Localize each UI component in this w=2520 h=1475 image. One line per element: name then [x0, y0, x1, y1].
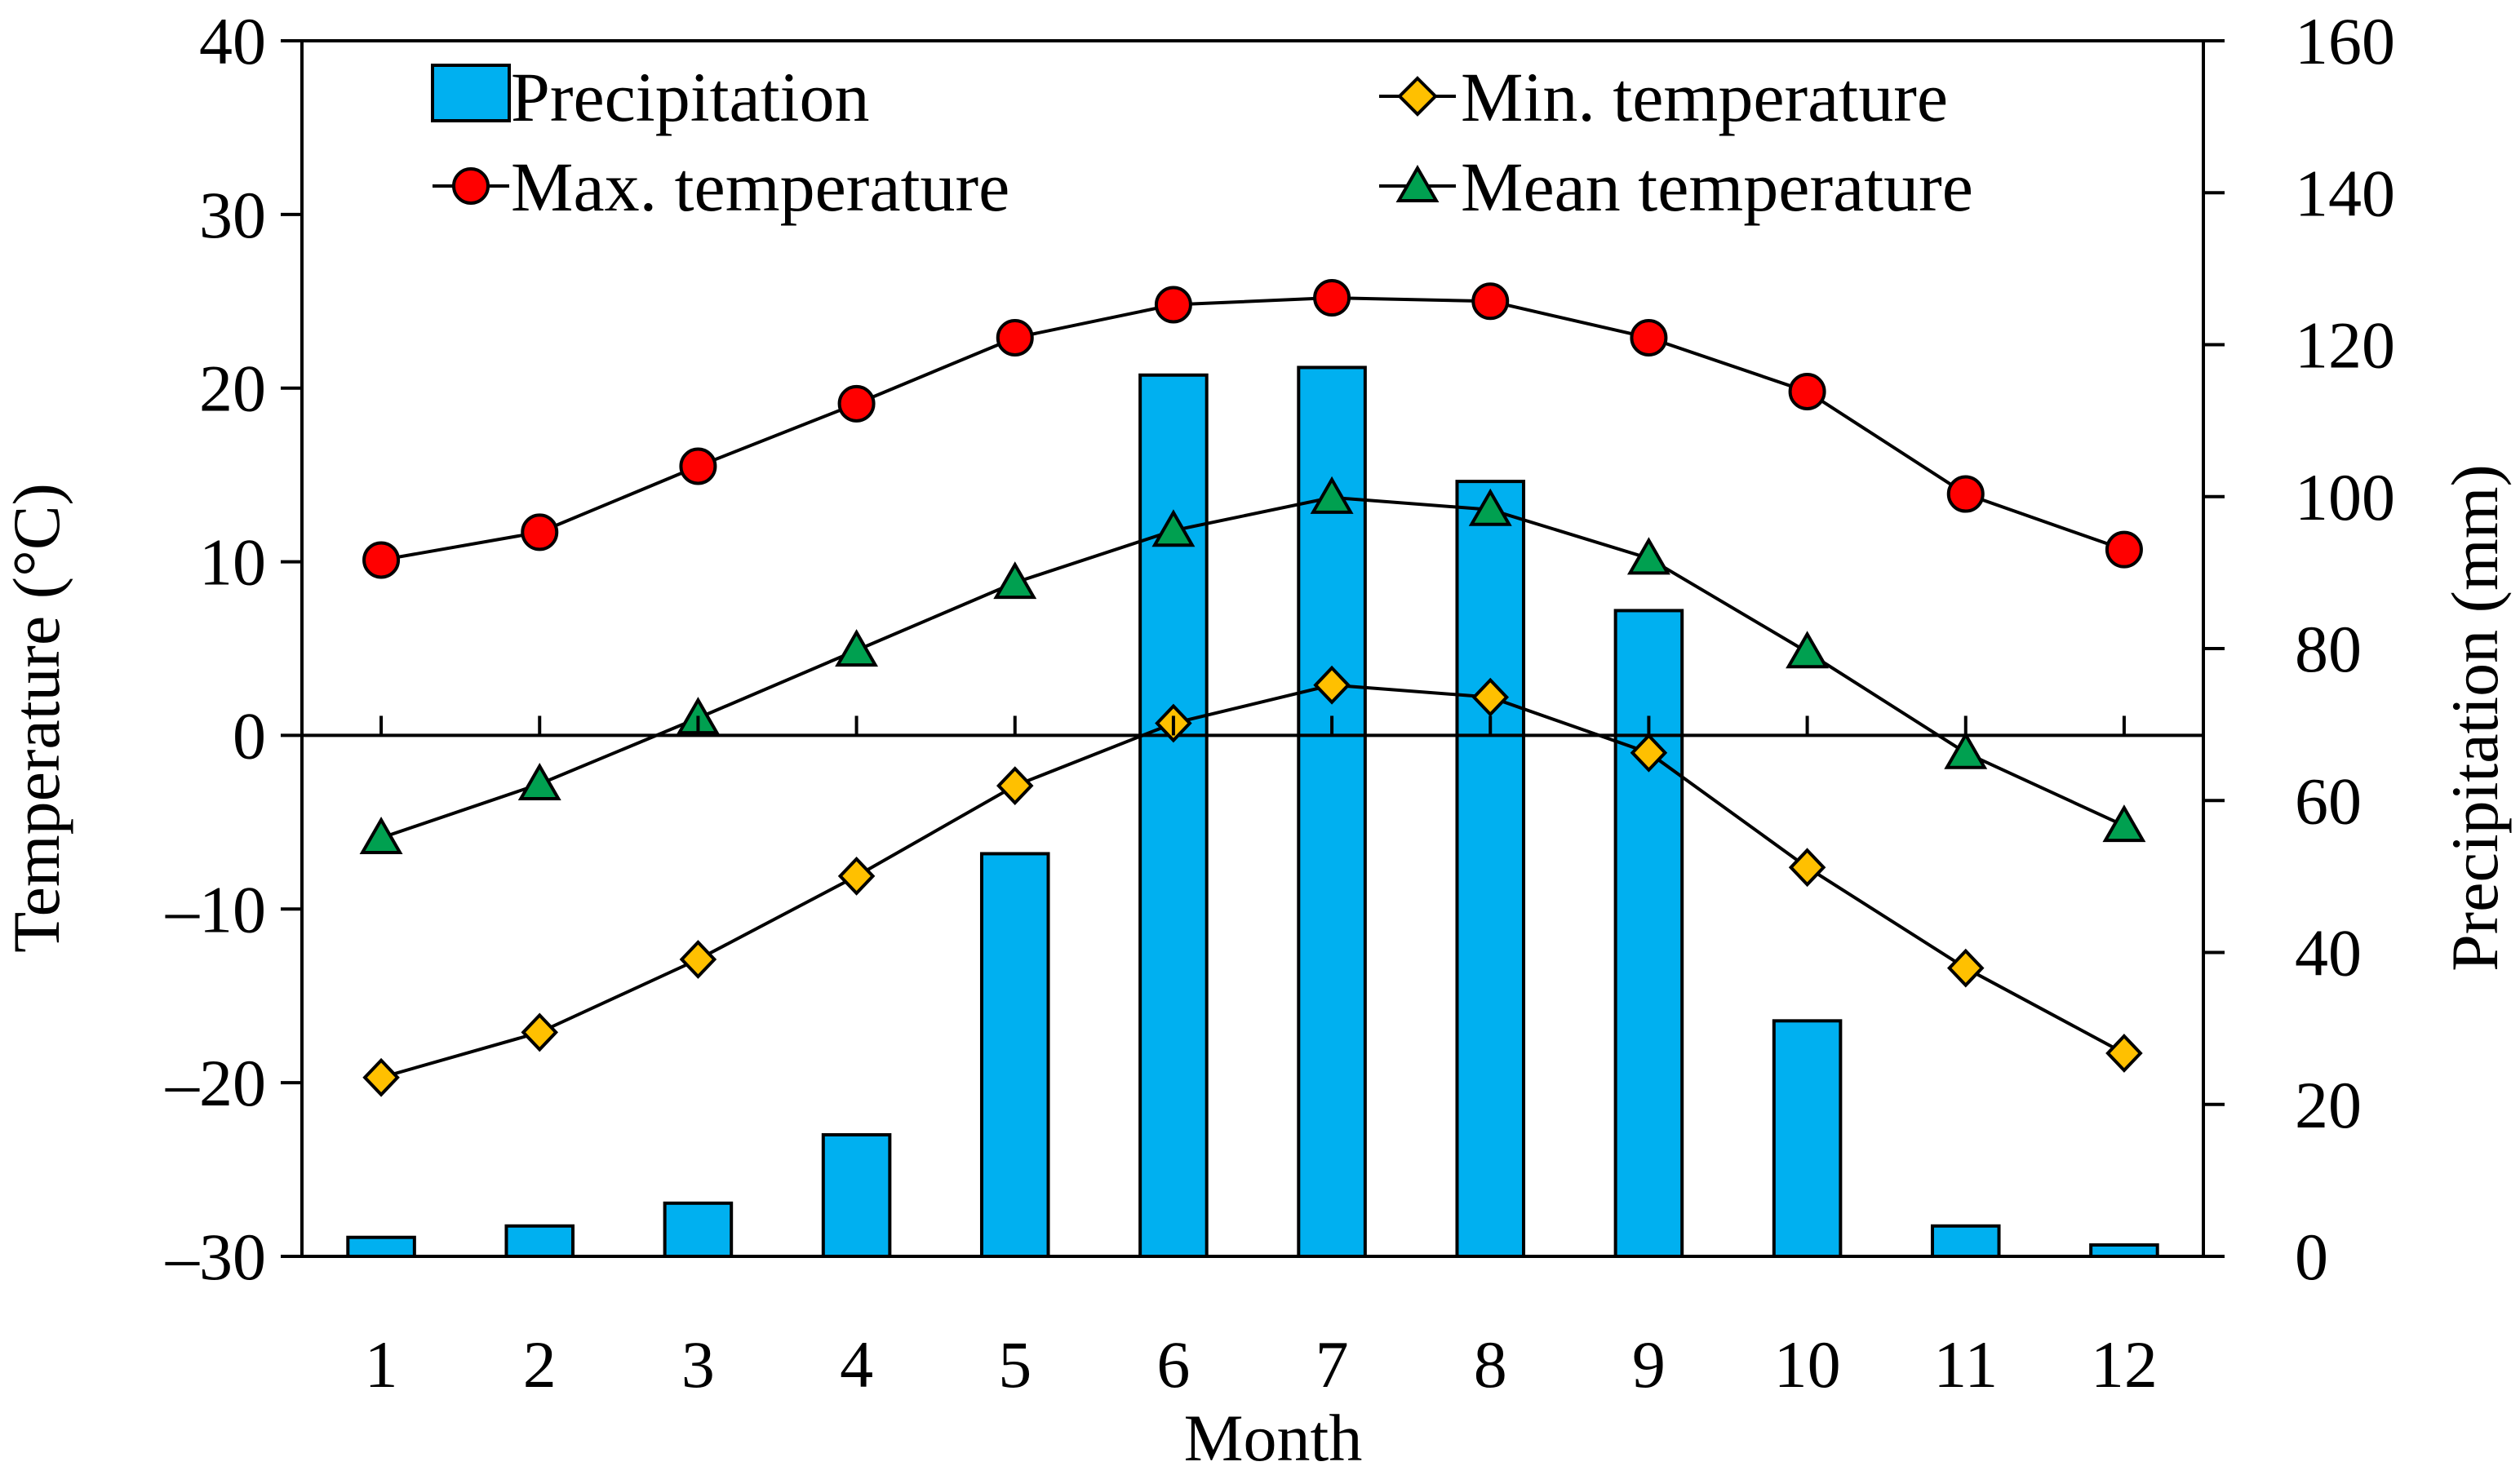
y-left-axis-title: Temperature (°C): [0, 483, 73, 953]
mean-temperature-point-2: [517, 763, 561, 801]
max-temperature-line: [380, 296, 2125, 562]
precipitation-bar-9: [1613, 609, 1684, 1258]
precipitation-bar-2: [504, 1224, 575, 1258]
mean-temperature-point-10: [1786, 631, 1830, 669]
y-right-tick-label: 20: [2295, 1068, 2362, 1142]
max-temperature-point-3: [679, 447, 717, 485]
min-temperature-point-3: [679, 940, 717, 979]
max-temperature-point-6: [1154, 286, 1192, 324]
x-tick-label-10: 10: [1774, 1327, 1841, 1402]
legend-max-label: Max. temperature: [511, 148, 1009, 226]
legend-min-marker: [1397, 76, 1438, 117]
mean-temperature-point-4: [835, 629, 879, 667]
x-tick-label-6: 6: [1156, 1327, 1190, 1402]
y-left-tick-label: 20: [199, 352, 266, 426]
mean-temperature-point-7: [1310, 476, 1354, 514]
y-left-tick-label: 0: [233, 698, 266, 773]
mean-temperature-point-12: [2102, 804, 2146, 843]
x-tick-label-1: 1: [365, 1327, 398, 1402]
x-tick-label-7: 7: [1315, 1327, 1349, 1402]
min-temperature-point-9: [1630, 733, 1668, 773]
min-temperature-point-11: [1946, 948, 1985, 988]
min-temperature-point-8: [1471, 677, 1510, 717]
precipitation-bar-5: [979, 852, 1050, 1258]
y-left-tick-label: –20: [165, 1046, 266, 1120]
precipitation-bar-7: [1297, 365, 1367, 1258]
axis-ticks: [281, 39, 2225, 1258]
max-temperature-point-12: [2105, 530, 2143, 569]
min-temperature-point-10: [1788, 848, 1826, 888]
y-right-tick-label: 140: [2295, 156, 2395, 230]
legend-mean-label: Mean temperature: [1461, 148, 1973, 226]
mean-temperature-point-6: [1151, 509, 1196, 547]
max-temperature-point-2: [521, 513, 559, 551]
precipitation-bar-4: [821, 1133, 892, 1258]
y-left-tick-label: 30: [199, 178, 266, 252]
min-temperature-point-1: [362, 1057, 400, 1097]
x-tick-label-5: 5: [998, 1327, 1032, 1402]
y-right-tick-label: 40: [2295, 916, 2362, 990]
axis-tick-labels: 403020100–10–20–301601401201008060402001…: [165, 4, 2395, 1402]
y-left-tick-label: –10: [165, 872, 266, 946]
precipitation-bar-10: [1772, 1019, 1843, 1258]
x-tick-label-3: 3: [681, 1327, 715, 1402]
temperature-series: [359, 279, 2146, 1097]
max-temperature-point-9: [1630, 318, 1668, 357]
y-right-axis-title: Precipitation (mm): [2438, 464, 2512, 972]
x-tick-label-8: 8: [1474, 1327, 1507, 1402]
x-tick-label-12: 12: [2091, 1327, 2158, 1402]
x-tick-label-11: 11: [1933, 1327, 1998, 1402]
mean-temperature-point-1: [359, 817, 403, 855]
y-right-tick-label: 60: [2295, 764, 2362, 838]
legend-precipitation-swatch: [431, 64, 511, 122]
max-temperature-point-11: [1946, 475, 1985, 513]
y-right-tick-label: 0: [2295, 1220, 2328, 1294]
precipitation-bars: [346, 365, 2159, 1258]
max-temperature-point-5: [996, 318, 1034, 357]
precipitation-bar-8: [1455, 480, 1526, 1258]
y-left-tick-label: –30: [165, 1220, 266, 1294]
max-temperature-point-10: [1788, 372, 1826, 410]
legend: Precipitation Min. temperature Max. temp…: [431, 58, 1973, 226]
mean-temperature-point-5: [993, 561, 1037, 600]
max-temperature-point-7: [1313, 279, 1351, 317]
mean-temperature-point-8: [1468, 488, 1512, 526]
x-tick-label-4: 4: [840, 1327, 873, 1402]
y-right-tick-label: 80: [2295, 612, 2362, 686]
y-right-tick-label: 120: [2295, 308, 2395, 383]
x-tick-label-2: 2: [523, 1327, 557, 1402]
precipitation-bar-12: [2089, 1243, 2159, 1258]
mean-temperature-point-11: [1944, 731, 1988, 769]
y-left-tick-label: 40: [199, 4, 266, 78]
legend-precipitation-label: Precipitation: [511, 58, 869, 136]
min-temperature-point-4: [837, 856, 876, 896]
max-temperature-point-4: [837, 384, 876, 423]
y-right-tick-label: 100: [2295, 460, 2395, 534]
y-right-tick-label: 160: [2295, 4, 2395, 78]
legend-max-marker: [452, 167, 490, 205]
precipitation-bar-3: [663, 1201, 734, 1258]
max-temperature-point-1: [362, 541, 401, 579]
min-temperature-line: [380, 683, 2125, 1079]
min-temperature-point-2: [521, 1012, 559, 1052]
x-tick-label-9: 9: [1632, 1327, 1666, 1402]
min-temperature-point-7: [1313, 665, 1351, 705]
mean-temperature-line: [380, 495, 2125, 839]
precipitation-bar-6: [1138, 373, 1209, 1258]
precipitation-bar-11: [1930, 1224, 2001, 1258]
precipitation-bar-1: [346, 1235, 416, 1258]
y-left-tick-label: 10: [199, 525, 266, 600]
x-axis-title: Month: [1184, 1401, 1363, 1475]
mean-temperature-point-9: [1626, 537, 1670, 575]
max-temperature-point-8: [1471, 282, 1510, 321]
legend-min-label: Min. temperature: [1461, 58, 1948, 136]
min-temperature-point-5: [996, 766, 1034, 806]
legend-mean-marker: [1395, 164, 1440, 202]
min-temperature-point-12: [2105, 1034, 2143, 1073]
